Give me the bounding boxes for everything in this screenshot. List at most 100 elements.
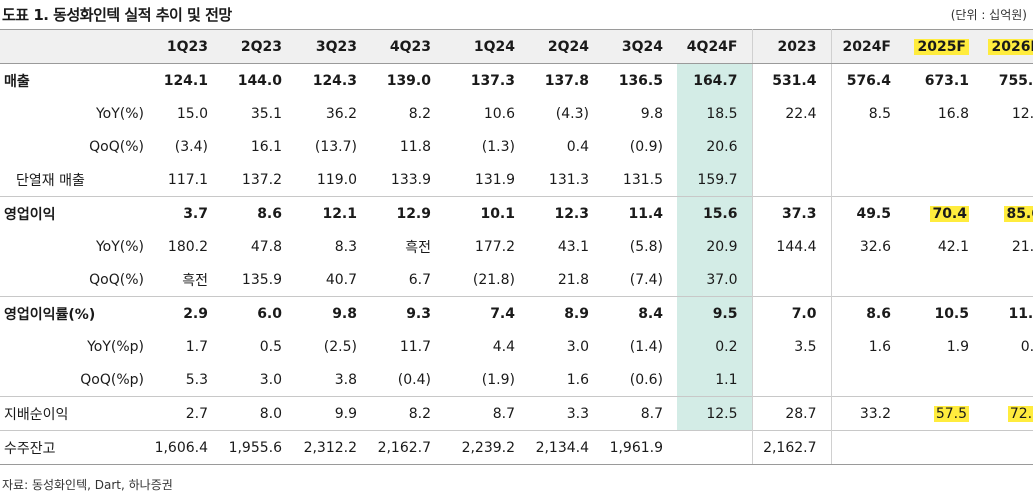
table-row: QoQ(%) (3.4) 16.1 (13.7) 11.8 (1.3) 0.4 (0.9) 20… [0,130,1033,163]
table-cell: 47.8 [250,238,282,255]
table-cell: 11.4 [603,196,677,230]
table-cell: 180.2 [167,238,208,255]
table-cell [983,163,1033,197]
table-cell: 37.3 [752,196,832,230]
table-row: QoQ(%p) 5.3 3.0 3.8 (0.4) (1.9) 1.6 (0.6) 1.1 [0,363,1033,397]
column-header: 2026F [983,29,1033,64]
table-cell: (2.5) [323,338,357,355]
highlighted-header-text: 2025F [914,38,969,55]
table-cell [831,263,905,297]
highlighted-value: 72.1 [1007,405,1033,422]
column-header: 1Q24 [445,29,529,64]
table-cell [752,263,832,297]
table-cell: 2,312.2 [296,430,371,465]
column-header: 2Q24 [529,29,603,64]
row-label: YoY(%) [95,105,144,122]
table-cell: 133.9 [390,171,431,188]
row-label: 단열재 매출 [16,172,85,189]
table-cell: 11.3 [983,296,1033,330]
table-cell: 2,134.4 [529,430,603,465]
table-cell: 9.8 [296,296,371,330]
row-label: 매출 [0,63,152,97]
table-cell: 21.6 [1011,238,1033,255]
table-row: 영업이익 3.7 8.6 12.1 12.9 10.1 12.3 11.4 15.6 37.3 49… [0,196,1033,230]
table-cell: 136.5 [603,63,677,97]
header-corner [0,29,152,64]
table-cell: 11.8 [399,138,431,155]
column-header: 4Q24F [677,29,753,64]
table-cell: 9.8 [640,105,663,122]
row-label: QoQ(%) [89,138,144,155]
table-cell: 139.0 [371,63,445,97]
table-cell: 20.6 [677,130,753,163]
table-row: YoY(%) 15.0 35.1 36.2 8.2 10.6 (4.3) 9.8 18.5 22.… [0,97,1033,130]
table-cell: 15.0 [176,105,208,122]
table-cell: 9.9 [296,396,371,431]
table-cell: 8.7 [603,396,677,431]
table-cell: 1.9 [946,338,969,355]
table-cell [983,363,1033,397]
table-cell: 8.5 [868,105,891,122]
table-cell: 1,606.4 [152,430,222,465]
table-cell: 9.3 [371,296,445,330]
table-cell: 4.4 [492,338,515,355]
table-cell: 159.7 [677,163,753,197]
table-cell: 12.3 [529,196,603,230]
table-cell: (4.3) [555,105,589,122]
row-label: QoQ(%p) [80,371,144,388]
table-cell: 8.3 [334,238,357,255]
table-cell: 22.4 [752,97,832,130]
table-cell: 137.8 [529,63,603,97]
row-label: 지배순이익 [0,396,152,431]
table-cell: 1.7 [185,338,208,355]
table-cell: 135.9 [241,271,282,288]
table-cell: 32.6 [859,238,891,255]
column-header: 1Q23 [152,29,222,64]
table-row: 단열재 매출 117.1 137.2 119.0 133.9 131.9 131.3 131.… [0,163,1033,197]
table-cell: 12.2 [1011,105,1033,122]
table-row: 매출 124.1 144.0 124.3 139.0 137.3 137.8 136.5 164… [0,63,1033,97]
table-cell: 12.5 [677,396,753,431]
table-cell: 3.8 [334,371,357,388]
table-cell [752,163,832,197]
row-label: YoY(%) [95,238,144,255]
column-header: 2025F [905,29,983,64]
table-cell: 144.4 [752,230,832,263]
table-cell: 8.6 [222,196,296,230]
table-cell: 21.8 [557,271,589,288]
table-cell: (0.6) [629,371,663,388]
table-cell: 16.8 [937,105,969,122]
table-cell [752,130,832,163]
financial-table: 1Q23 2Q23 3Q23 4Q23 1Q24 2Q24 3Q24 4Q24F 2023 202… [0,29,1033,465]
table-cell: (1.4) [629,338,663,355]
table-cell: 10.1 [445,196,529,230]
column-header: 4Q23 [371,29,445,64]
table-cell: 12.1 [296,196,371,230]
column-header: 3Q24 [603,29,677,64]
table-cell: 36.2 [325,105,357,122]
table-cell: 8.7 [445,396,529,431]
highlighted-value: 70.4 [930,205,969,222]
table-cell: 42.1 [937,238,969,255]
table-cell: 131.9 [474,171,515,188]
header-row: 1Q23 2Q23 3Q23 4Q23 1Q24 2Q24 3Q24 4Q24F 2023 202… [0,29,1033,64]
table-cell: 16.1 [250,138,282,155]
table-cell: (7.4) [629,271,663,288]
table-cell: 5.3 [185,371,208,388]
table-cell: 3.0 [259,371,282,388]
table-cell [905,363,983,397]
table-cell: 57.5 [905,396,983,431]
table-cell: 8.6 [831,296,905,330]
table-cell: 11.7 [399,338,431,355]
column-header: 2Q23 [222,29,296,64]
table-cell: 8.4 [603,296,677,330]
table-cell [983,130,1033,163]
table-cell: 10.6 [483,105,515,122]
table-cell: 576.4 [831,63,905,97]
table-cell: 1,955.6 [222,430,296,465]
column-header: 2023 [752,29,832,64]
table-cell: 164.7 [677,63,753,97]
table-cell: 131.3 [548,171,589,188]
table-cell: 0.2 [677,330,753,363]
row-label: YoY(%p) [87,338,144,355]
